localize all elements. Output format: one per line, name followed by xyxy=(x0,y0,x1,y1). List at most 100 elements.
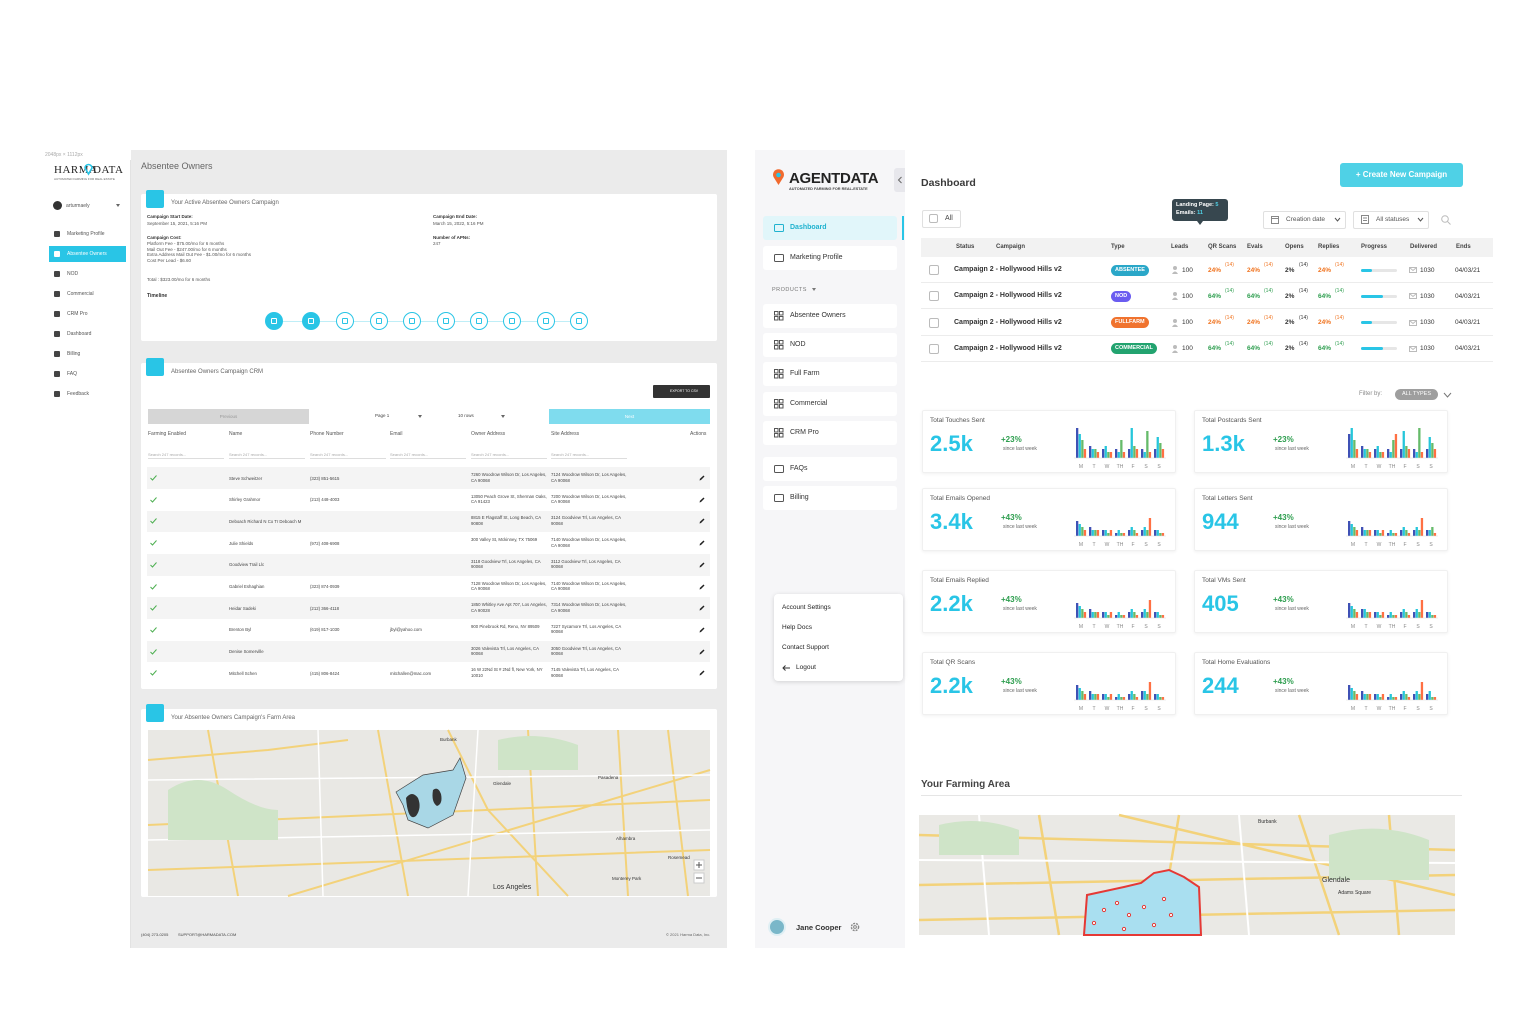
edit-icon[interactable] xyxy=(699,540,705,546)
nav-item[interactable] xyxy=(763,421,897,445)
edit-icon[interactable] xyxy=(699,475,705,481)
edit-icon[interactable] xyxy=(699,649,705,655)
page-select[interactable]: Page 1 xyxy=(375,413,390,418)
nav-item[interactable] xyxy=(49,266,126,282)
menu-item[interactable]: Help Docs xyxy=(782,624,812,631)
end-value: March 15, 2022, 5:16 PM xyxy=(433,221,484,226)
menu-item[interactable]: Contact Support xyxy=(782,644,829,651)
nav-item[interactable] xyxy=(763,392,897,416)
mini-bar xyxy=(1350,606,1353,618)
mini-bar xyxy=(1374,449,1377,458)
timeline-line xyxy=(274,321,579,322)
column-search[interactable]: Search 247 records... xyxy=(148,452,224,459)
search-icon[interactable] xyxy=(1441,215,1451,225)
crm-row xyxy=(147,510,710,533)
stat-change: +23% xyxy=(1273,435,1294,444)
nav-item[interactable] xyxy=(763,216,897,240)
day-label: T xyxy=(1092,706,1095,712)
day-label: TH xyxy=(1117,464,1124,470)
creation-date-filter[interactable] xyxy=(1263,211,1346,229)
campaign-name[interactable]: Campaign 2 - Hollywood Hills v2 xyxy=(954,344,1062,352)
edit-icon[interactable] xyxy=(699,627,705,633)
edit-icon[interactable] xyxy=(699,518,705,524)
edit-icon[interactable] xyxy=(699,605,705,611)
nav-icon xyxy=(54,331,60,337)
mini-bar xyxy=(1431,697,1434,700)
mini-bar xyxy=(1083,530,1087,536)
page-size-select[interactable]: 10 rows xyxy=(458,413,474,418)
column-search[interactable]: Search 247 records... xyxy=(310,452,386,459)
day-label: F xyxy=(1131,706,1134,712)
nav-label: Full Farm xyxy=(790,370,820,377)
evals-count: (14) xyxy=(1264,314,1273,321)
user-name[interactable]: Jane Cooper xyxy=(796,923,842,932)
mini-bar xyxy=(1350,524,1353,536)
nav-item[interactable] xyxy=(763,304,897,328)
edit-icon[interactable] xyxy=(699,497,705,503)
table-column-header: Progress xyxy=(1361,244,1388,250)
footer-email[interactable]: SUPPORT@HARMADATA.COM xyxy=(178,932,237,937)
timeline-step-icon xyxy=(308,318,314,324)
mini-bar xyxy=(1159,615,1162,618)
edit-icon[interactable] xyxy=(699,562,705,568)
farming-check xyxy=(150,540,157,546)
create-campaign-button[interactable]: + Create New Campaign xyxy=(1340,163,1463,187)
row-checkbox[interactable] xyxy=(929,291,939,302)
column-search[interactable]: Search 247 records... xyxy=(229,452,305,459)
nav-item[interactable] xyxy=(763,486,897,510)
crm-cell-phone: (213) 448-4003 xyxy=(310,497,340,503)
type-filter-chevron[interactable] xyxy=(1443,392,1452,398)
menu-item[interactable]: Logout xyxy=(796,664,816,671)
stat-value: 2.5k xyxy=(930,431,973,456)
farming-check xyxy=(150,475,157,481)
column-search[interactable]: Search 247 records... xyxy=(390,452,466,459)
row-checkbox[interactable] xyxy=(929,265,939,275)
column-search[interactable]: Search 247 records... xyxy=(471,452,547,459)
collapse-tab[interactable] xyxy=(894,168,905,192)
campaign-name[interactable]: Campaign 2 - Hollywood Hills v2 xyxy=(954,266,1062,273)
campaign-name[interactable]: Campaign 2 - Hollywood Hills v2 xyxy=(954,292,1062,300)
nav-item[interactable] xyxy=(49,366,126,382)
mini-bar xyxy=(1120,440,1123,458)
nav-item[interactable] xyxy=(49,346,126,362)
row-checkbox[interactable] xyxy=(929,343,939,354)
day-label: T xyxy=(1092,624,1095,630)
mini-bar xyxy=(1381,530,1385,536)
nav-item[interactable] xyxy=(49,246,126,262)
campaign-title: Your Active Absentee Owners Campaign xyxy=(171,200,279,206)
previous-button[interactable]: Previous xyxy=(148,409,309,424)
timeline-step-icon xyxy=(543,318,549,324)
type-filter-pill[interactable]: ALL TYPES xyxy=(1395,389,1438,400)
column-search[interactable]: Search 247 records... xyxy=(551,452,627,459)
mini-bar xyxy=(1122,533,1126,536)
nav-item[interactable] xyxy=(763,246,897,270)
user-name[interactable]: arturmaely xyxy=(66,203,90,209)
next-button[interactable]: Next xyxy=(549,409,710,424)
mini-bar xyxy=(1133,446,1136,458)
stat-title: Total Postcards Sent xyxy=(1202,417,1262,424)
nav-icon xyxy=(54,371,60,377)
edit-icon[interactable] xyxy=(699,584,705,590)
nav-item[interactable] xyxy=(763,457,897,481)
campaign-name[interactable]: Campaign 2 - Hollywood Hills v2 xyxy=(954,318,1062,326)
menu-item[interactable]: Account Settings xyxy=(782,604,831,611)
opens-rate: 2% xyxy=(1285,319,1295,327)
nav-item[interactable] xyxy=(763,333,897,357)
nav-item[interactable] xyxy=(763,362,897,386)
edit-icon[interactable] xyxy=(699,670,705,676)
export-button[interactable] xyxy=(653,385,710,398)
row-checkbox[interactable] xyxy=(929,317,939,328)
nav-label: Feedback xyxy=(67,391,89,397)
all-filter[interactable] xyxy=(922,210,961,228)
logo-tagline: AUTOMATED FARMING FOR REAL ESTATE xyxy=(54,177,115,181)
table-column-header: Delivered xyxy=(1410,244,1438,250)
all-checkbox[interactable] xyxy=(929,214,938,223)
day-label: T xyxy=(1092,464,1095,470)
status-filter[interactable] xyxy=(1353,211,1429,229)
timeline-step xyxy=(503,312,521,330)
mini-bar xyxy=(1128,612,1131,618)
day-label: S xyxy=(1144,706,1148,712)
mini-bar xyxy=(1361,691,1364,700)
settings-icon[interactable] xyxy=(850,922,860,932)
stat-card xyxy=(1194,652,1448,715)
